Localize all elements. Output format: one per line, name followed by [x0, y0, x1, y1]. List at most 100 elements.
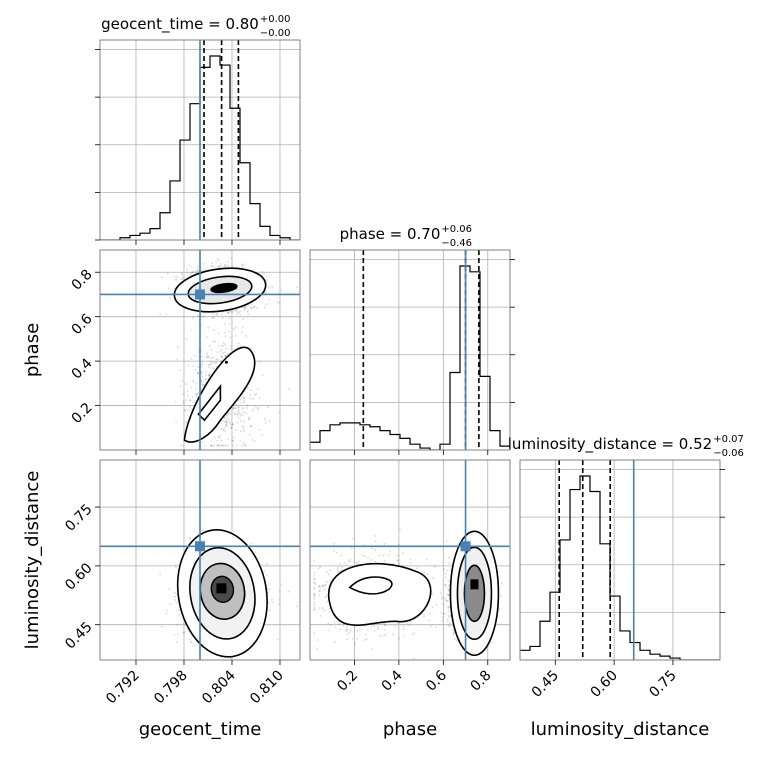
sample-point — [184, 409, 187, 412]
sample-point — [209, 356, 212, 359]
sample-point — [247, 304, 250, 307]
sample-point — [218, 434, 221, 437]
sample-point — [190, 386, 193, 389]
sample-point — [204, 381, 207, 384]
sample-point — [189, 537, 191, 540]
scatter-panel-phase-luminosity_distance — [309, 459, 511, 665]
sample-point — [239, 419, 242, 422]
sample-point — [222, 444, 225, 447]
sample-point — [214, 340, 216, 343]
sample-point — [296, 605, 298, 608]
sample-point — [173, 595, 176, 598]
contour-lower-inner — [197, 383, 222, 422]
sample-point — [242, 426, 245, 428]
sample-point — [231, 444, 234, 447]
sample-point — [226, 414, 229, 417]
sample-point — [218, 444, 221, 447]
sample-point — [271, 287, 274, 289]
sample-point — [176, 358, 179, 361]
sample-point — [270, 285, 273, 288]
sample-point — [244, 305, 247, 308]
sample-point — [242, 399, 245, 402]
sample-point — [173, 634, 176, 637]
sample-point — [201, 529, 204, 532]
sample-point — [239, 344, 242, 347]
sample-point — [276, 638, 279, 641]
sample-point — [187, 394, 189, 397]
panel-title-geocent_time: geocent_time = 0.80 — [101, 15, 259, 34]
sample-point — [212, 444, 215, 447]
sample-point — [228, 317, 231, 320]
sample-point — [268, 588, 271, 591]
sample-point — [189, 537, 191, 540]
sample-point — [225, 347, 228, 350]
sample-point — [253, 440, 256, 443]
sample-point — [235, 335, 238, 337]
sample-point — [220, 427, 223, 430]
sample-point — [215, 361, 218, 364]
sample-point — [183, 631, 186, 634]
sample-point — [207, 363, 210, 366]
sample-point — [191, 316, 194, 319]
sample-point — [174, 592, 176, 594]
sample-point — [220, 355, 223, 358]
sample-point — [204, 378, 207, 381]
sample-point — [244, 263, 247, 266]
sample-point — [246, 387, 249, 390]
sample-point — [219, 421, 222, 424]
sample-point — [250, 425, 253, 428]
sample-point — [207, 355, 210, 358]
sample-point — [253, 306, 255, 308]
scatter-panel-geocent_time-luminosity_distance — [95, 459, 301, 665]
contour-core — [210, 282, 238, 294]
sample-point — [232, 406, 235, 409]
sample-point — [239, 439, 242, 442]
sample-point — [204, 357, 207, 359]
sample-point — [196, 268, 199, 271]
sample-point — [224, 331, 227, 334]
sample-point — [230, 427, 233, 429]
sample-point — [220, 345, 223, 347]
sample-point — [265, 279, 268, 282]
sample-point — [175, 641, 178, 644]
sample-point — [206, 355, 209, 358]
sample-point — [208, 374, 211, 377]
sample-point — [242, 411, 245, 413]
sample-point — [239, 414, 242, 417]
sample-point — [227, 265, 230, 267]
sample-point — [217, 444, 220, 447]
sample-point — [208, 363, 211, 366]
sample-point — [221, 317, 224, 320]
sample-point — [190, 329, 193, 332]
sample-point — [243, 308, 246, 311]
sample-point — [247, 313, 250, 316]
sample-point — [197, 371, 200, 374]
sample-point — [217, 436, 220, 439]
sample-point — [237, 342, 240, 345]
sample-point — [248, 417, 250, 420]
sample-point — [244, 444, 247, 447]
sample-point — [235, 309, 238, 312]
sample-point — [238, 411, 241, 414]
sample-point — [216, 443, 218, 446]
sample-point — [235, 428, 238, 431]
sample-point — [201, 361, 204, 364]
sample-point — [190, 357, 193, 360]
sample-point — [217, 265, 220, 268]
sample-point — [207, 373, 210, 376]
sample-point — [225, 414, 228, 417]
sample-point — [333, 550, 335, 553]
sample-point — [239, 310, 242, 313]
sample-point — [216, 257, 219, 260]
sample-point — [212, 266, 215, 268]
sample-point — [249, 425, 252, 427]
sample-point — [223, 264, 226, 266]
sample-point — [190, 266, 193, 269]
sample-point — [235, 309, 238, 312]
sample-point — [193, 354, 196, 357]
sample-point — [211, 262, 214, 265]
sample-point — [224, 335, 227, 338]
sample-point — [182, 402, 185, 405]
sample-point — [194, 369, 197, 372]
sample-point — [278, 603, 281, 606]
